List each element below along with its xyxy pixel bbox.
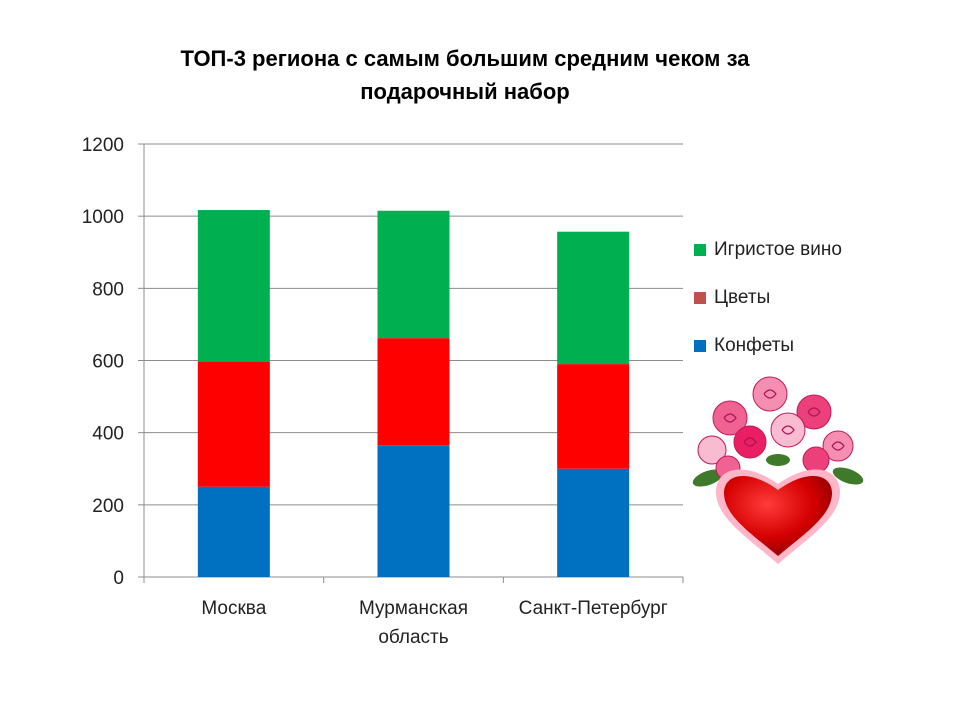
legend: Игристое вино Цветы Конфеты bbox=[694, 226, 842, 370]
chart-title-line-1: ТОП-3 региона с самым большим средним че… bbox=[180, 46, 750, 71]
y-tick-label: 0 bbox=[113, 568, 124, 589]
legend-label-flowers: Цветы bbox=[714, 287, 771, 308]
legend-item-flowers: Цветы bbox=[694, 274, 842, 322]
bar-segment bbox=[197, 210, 270, 362]
y-tick-label: 800 bbox=[92, 279, 124, 300]
bar-segment bbox=[197, 361, 270, 487]
legend-item-wine: Игристое вино bbox=[694, 226, 842, 274]
x-tick-label: Санкт-Петербург bbox=[519, 598, 668, 619]
legend-label-candy: Конфеты bbox=[714, 335, 795, 356]
bar-segment bbox=[557, 231, 630, 365]
legend-label-wine: Игристое вино bbox=[714, 239, 842, 260]
x-tick-label: Москва bbox=[201, 598, 266, 619]
bar-segment bbox=[377, 338, 450, 446]
bar-segment bbox=[377, 210, 450, 339]
y-tick-label: 400 bbox=[92, 424, 124, 445]
y-tick-label: 1200 bbox=[82, 135, 124, 156]
bar-segment bbox=[197, 486, 270, 577]
y-tick-label: 200 bbox=[92, 496, 124, 517]
legend-swatch-flowers bbox=[694, 292, 706, 304]
legend-swatch-candy bbox=[694, 340, 706, 352]
roses-heart-icon bbox=[692, 376, 864, 564]
x-tick-label: область bbox=[378, 627, 448, 648]
x-tick-label: Мурманская bbox=[359, 598, 468, 619]
chart-title-line-2: подарочный набор bbox=[360, 79, 570, 104]
legend-swatch-wine bbox=[694, 244, 706, 256]
chart-title: ТОП-3 региона с самым большим средним че… bbox=[140, 42, 790, 108]
bar-segment bbox=[557, 364, 630, 469]
y-tick-label: 1000 bbox=[82, 207, 124, 228]
bar-segment bbox=[377, 445, 450, 577]
y-tick-label: 600 bbox=[92, 352, 124, 373]
bar-segment bbox=[557, 468, 630, 577]
legend-item-candy: Конфеты bbox=[694, 322, 842, 370]
